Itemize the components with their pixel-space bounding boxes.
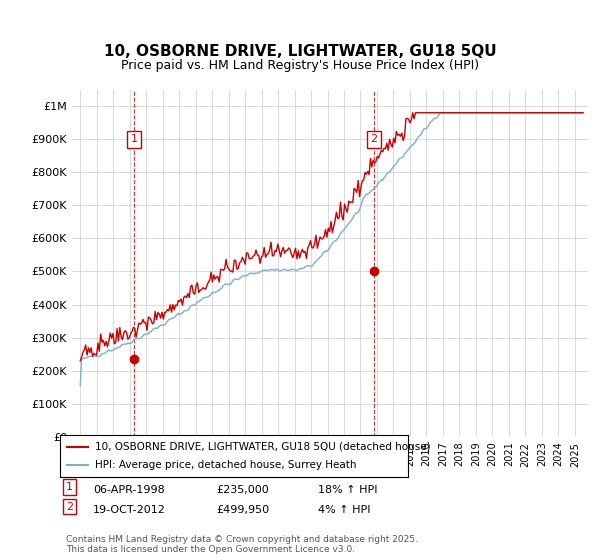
Text: 1: 1 — [131, 134, 137, 144]
Text: £235,000: £235,000 — [216, 485, 269, 495]
Text: Contains HM Land Registry data © Crown copyright and database right 2025.
This d: Contains HM Land Registry data © Crown c… — [66, 535, 418, 554]
Text: 10, OSBORNE DRIVE, LIGHTWATER, GU18 5QU (detached house): 10, OSBORNE DRIVE, LIGHTWATER, GU18 5QU … — [95, 442, 430, 452]
Text: 19-OCT-2012: 19-OCT-2012 — [93, 505, 166, 515]
Text: 2: 2 — [370, 134, 377, 144]
Text: 06-APR-1998: 06-APR-1998 — [93, 485, 165, 495]
Text: £499,950: £499,950 — [216, 505, 269, 515]
Text: HPI: Average price, detached house, Surrey Heath: HPI: Average price, detached house, Surr… — [95, 460, 356, 470]
Text: 18% ↑ HPI: 18% ↑ HPI — [318, 485, 377, 495]
Text: 10, OSBORNE DRIVE, LIGHTWATER, GU18 5QU: 10, OSBORNE DRIVE, LIGHTWATER, GU18 5QU — [104, 44, 496, 59]
Text: Price paid vs. HM Land Registry's House Price Index (HPI): Price paid vs. HM Land Registry's House … — [121, 59, 479, 72]
Text: 1: 1 — [66, 482, 73, 492]
Text: 2: 2 — [66, 502, 73, 512]
Text: 4% ↑ HPI: 4% ↑ HPI — [318, 505, 371, 515]
